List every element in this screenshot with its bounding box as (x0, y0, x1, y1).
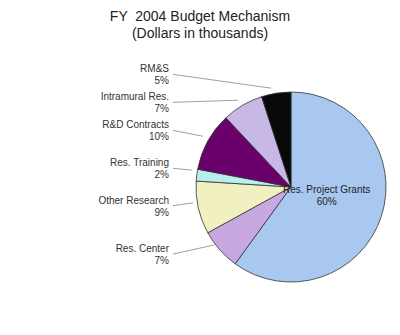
svg-text:Other Research9%: Other Research9% (98, 194, 169, 217)
svg-text:Res. Project Grants60%: Res. Project Grants60% (283, 184, 370, 207)
svg-text:Res. Training2%: Res. Training2% (110, 157, 169, 180)
svg-text:Intramural Res.7%: Intramural Res.7% (101, 91, 169, 114)
html-text:FY 2004 Budget Mechanism (Doll: FY 2004 Budget Mechanism (Dollars in tho… (109, 8, 291, 41)
svg-text:Res. Center7%: Res. Center7% (116, 243, 170, 266)
svg-text:RM&S5%: RM&S5% (140, 63, 169, 86)
svg-text:R&D Contracts10%: R&D Contracts10% (102, 119, 169, 142)
